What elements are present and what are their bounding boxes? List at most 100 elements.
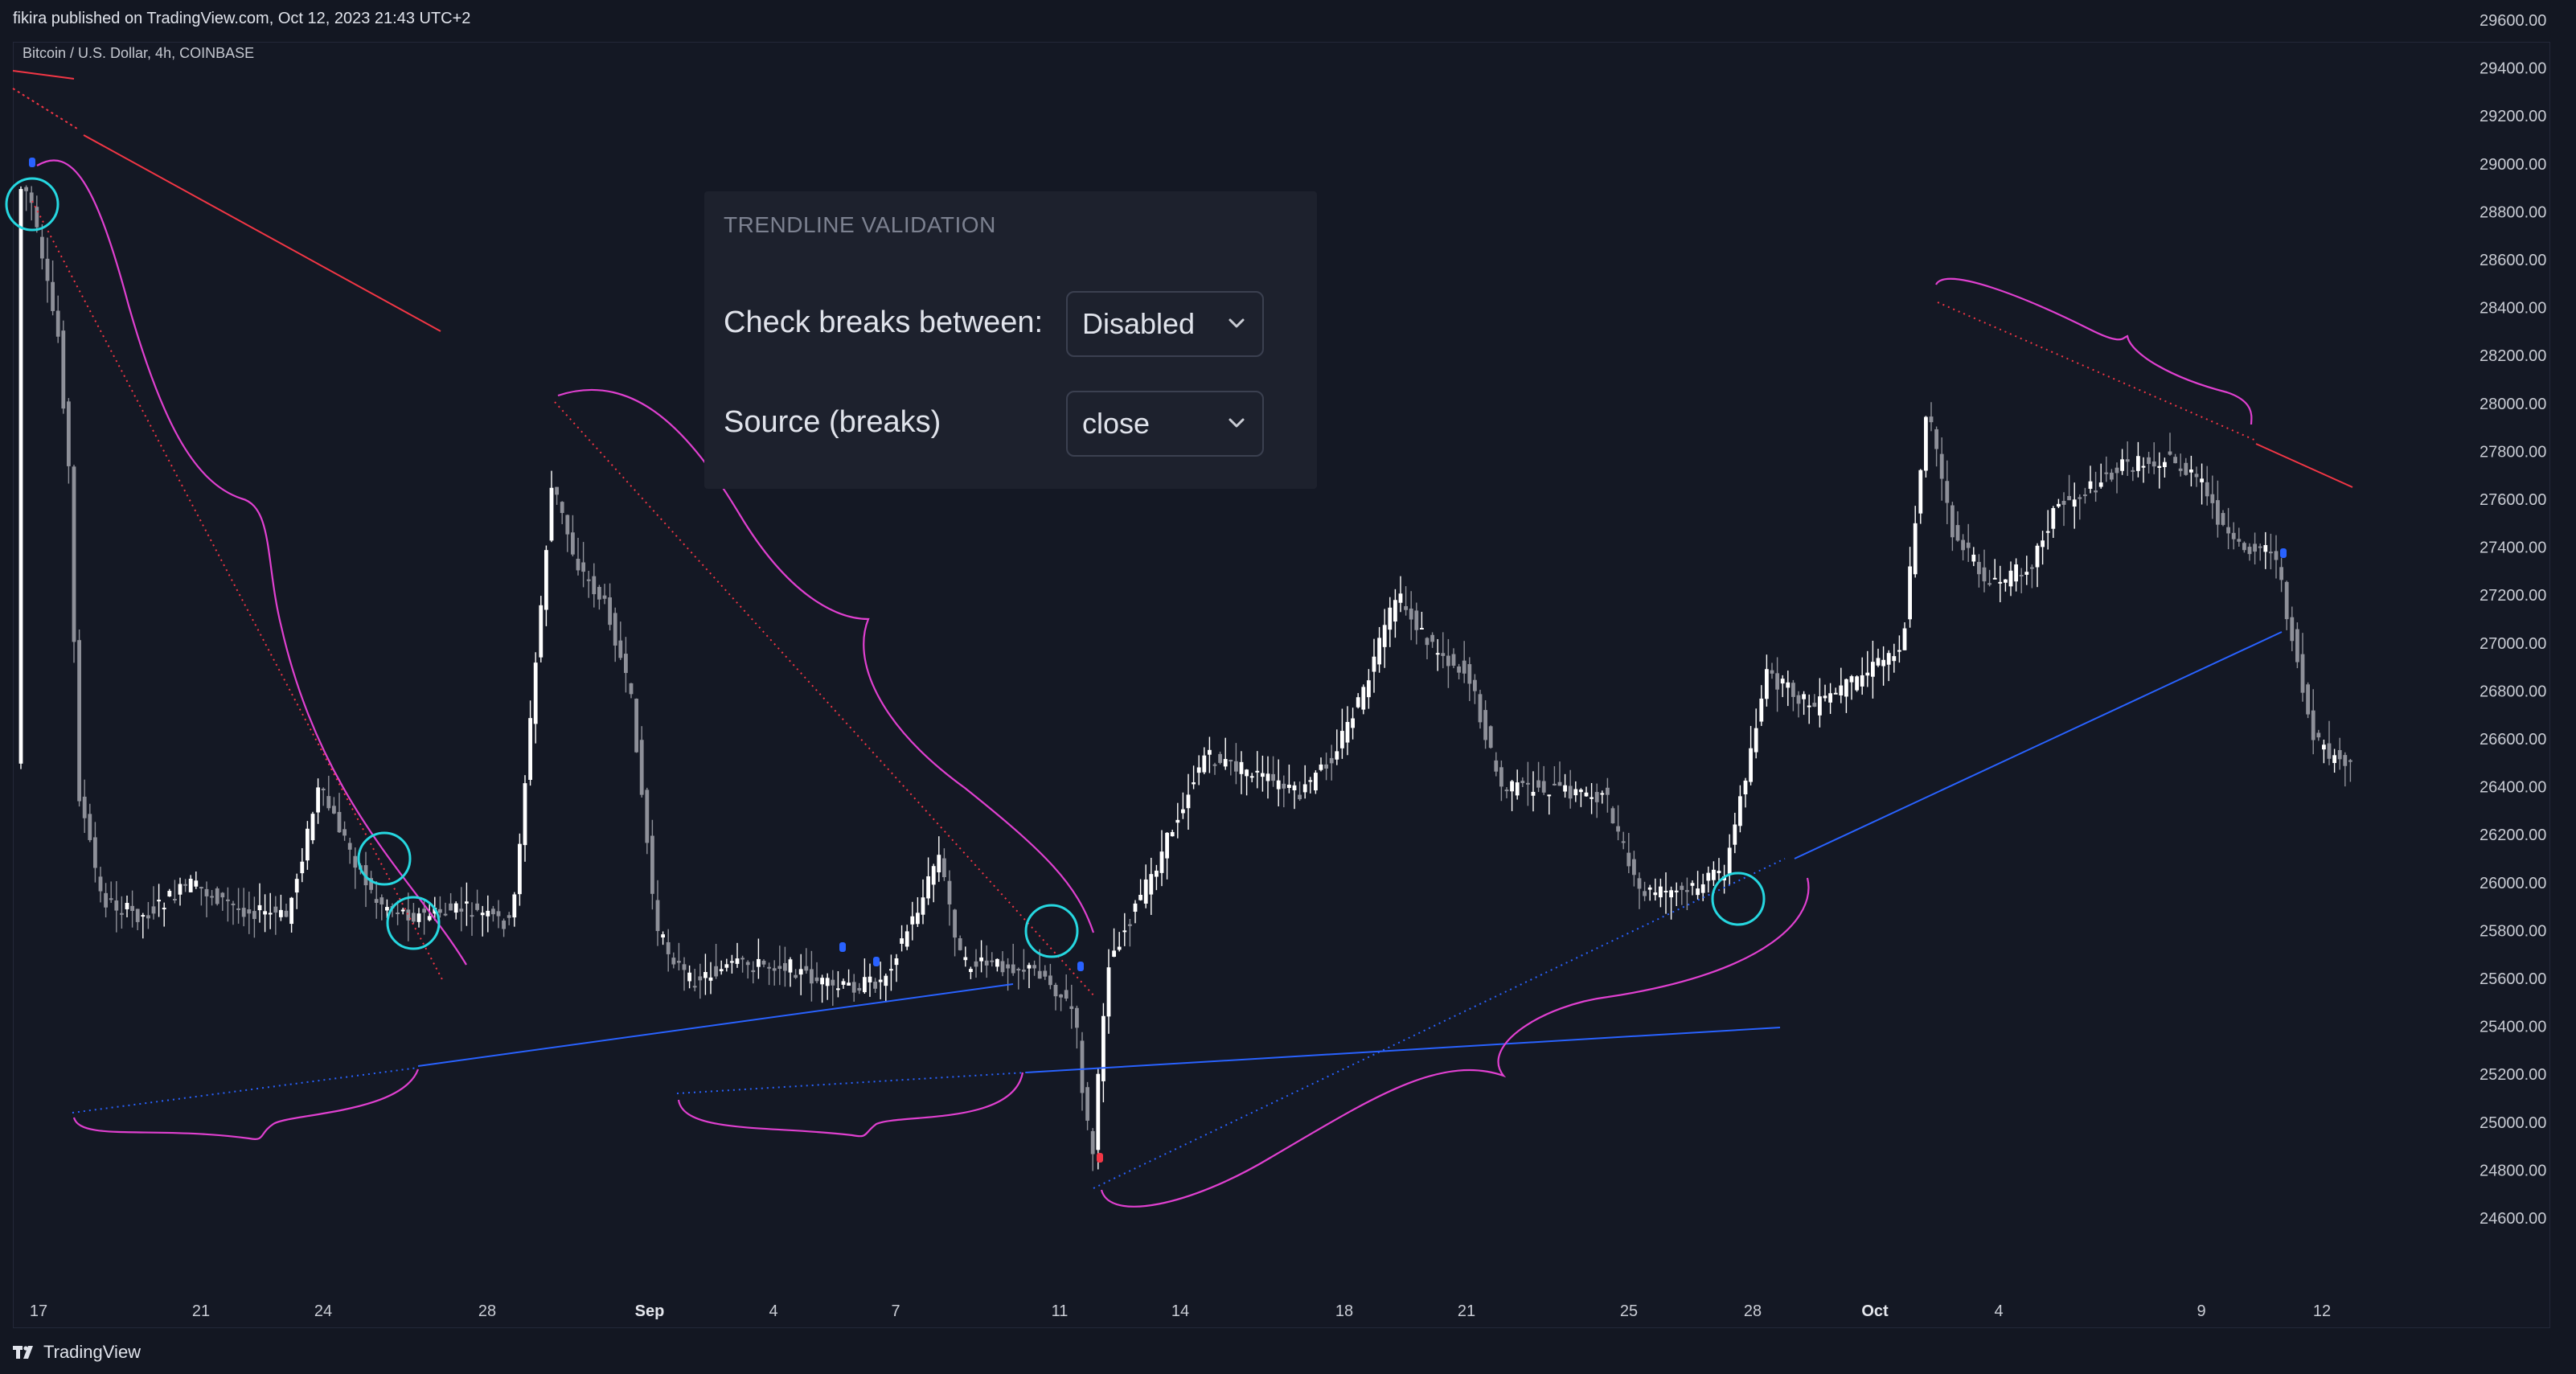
candle-body xyxy=(2253,543,2257,552)
trendline-up xyxy=(417,983,1014,1067)
candle-body xyxy=(1361,687,1366,710)
date-tick-label: 7 xyxy=(891,1302,900,1320)
candle-body xyxy=(969,969,973,973)
candle-body xyxy=(2237,539,2242,542)
candle-body xyxy=(35,207,39,228)
brace-annotation xyxy=(557,388,1095,933)
candle-body xyxy=(1971,554,1976,562)
candle-body xyxy=(1064,990,1069,999)
candle-body xyxy=(539,605,544,658)
candle-body xyxy=(1181,809,1185,814)
date-tick-label: 14 xyxy=(1171,1302,1189,1320)
price-tick-label: 26600.00 xyxy=(2480,731,2546,749)
candle-body xyxy=(1839,685,1844,695)
candle-body xyxy=(332,806,336,814)
highlight-circle xyxy=(357,831,412,886)
candle-body xyxy=(2189,469,2193,473)
candle-body xyxy=(306,828,310,861)
candle-body xyxy=(1939,453,1944,479)
candle-body xyxy=(1287,785,1291,789)
check-breaks-select[interactable]: Disabled xyxy=(1066,291,1264,357)
trendline-layer xyxy=(12,70,2353,1189)
date-tick-label: 12 xyxy=(2313,1302,2331,1320)
candle-body xyxy=(236,908,240,910)
candle-body xyxy=(1871,662,1875,677)
candle-body xyxy=(1961,539,1965,551)
highlight-circle xyxy=(5,177,59,232)
candle-body xyxy=(544,550,548,610)
candle-body xyxy=(379,897,384,904)
candle-body xyxy=(634,699,638,753)
candle-body xyxy=(1945,481,1950,503)
candle-body xyxy=(449,903,453,911)
candle-body xyxy=(1340,731,1344,749)
candle-body xyxy=(2110,472,2114,480)
candle-body xyxy=(761,960,766,965)
candle-body xyxy=(502,920,506,929)
candle-body xyxy=(1606,787,1610,795)
candle-body xyxy=(1536,780,1540,788)
candle-body xyxy=(1372,656,1376,672)
candle-body xyxy=(2120,459,2124,471)
date-tick-label: 9 xyxy=(2197,1302,2205,1320)
candle-body xyxy=(1218,753,1222,763)
candle-body xyxy=(995,958,999,967)
candle-body xyxy=(1659,886,1663,898)
source-breaks-select[interactable]: close xyxy=(1066,391,1264,457)
candle-body xyxy=(1712,869,1716,880)
candle-body xyxy=(215,888,219,904)
price-tick-label: 27200.00 xyxy=(2480,587,2546,605)
candle-body xyxy=(1022,970,1026,972)
candle-body xyxy=(1159,851,1164,873)
candle-body xyxy=(1520,781,1525,784)
candle-body xyxy=(873,982,877,989)
candle-body xyxy=(730,961,734,963)
candle-body xyxy=(788,959,793,973)
trendline-up xyxy=(1794,631,2283,859)
candle-body xyxy=(2141,466,2146,468)
candle-body xyxy=(868,976,872,982)
candle-body xyxy=(528,718,532,780)
candle-body xyxy=(863,977,867,993)
candle-body xyxy=(1356,697,1360,708)
price-tick-label: 26800.00 xyxy=(2480,683,2546,700)
candle-body xyxy=(465,901,469,904)
price-tick-label: 27800.00 xyxy=(2480,443,2546,461)
candle-body xyxy=(1314,773,1318,791)
candle-body xyxy=(1653,892,1658,896)
brace-annotation xyxy=(72,1068,420,1140)
candle-body xyxy=(608,597,612,625)
candle-body xyxy=(2061,500,2066,505)
candle-body xyxy=(629,683,634,695)
date-tick-label: 11 xyxy=(1052,1302,1069,1320)
candle-body xyxy=(1749,748,1753,782)
candle-body xyxy=(719,969,724,972)
candle-body xyxy=(135,908,140,922)
candle-body xyxy=(2067,495,2071,501)
candle-body xyxy=(1563,785,1567,792)
candle-body xyxy=(422,908,426,913)
candle-body xyxy=(1128,924,1132,926)
candle-body xyxy=(1446,655,1450,666)
candle-body xyxy=(2269,552,2273,554)
candle-body xyxy=(263,911,267,915)
candle-body xyxy=(518,843,522,895)
candle-body xyxy=(18,189,23,764)
candle-body xyxy=(199,887,203,889)
candle-body xyxy=(1192,782,1196,785)
candle-body xyxy=(1345,721,1350,743)
candle-body xyxy=(549,487,554,541)
candle-body xyxy=(1791,683,1795,697)
candle-body xyxy=(114,900,119,911)
candle-body xyxy=(1865,672,1870,676)
candle-body xyxy=(1229,760,1233,762)
candle-body xyxy=(692,986,697,988)
candle-body xyxy=(2295,629,2299,662)
candle-body xyxy=(2163,461,2167,467)
price-tick-label: 24800.00 xyxy=(2480,1162,2546,1179)
candle-body xyxy=(655,900,660,932)
candle-body xyxy=(1170,831,1175,837)
candle-body xyxy=(294,879,299,893)
tradingview-logo[interactable]: TradingView xyxy=(13,1341,141,1364)
